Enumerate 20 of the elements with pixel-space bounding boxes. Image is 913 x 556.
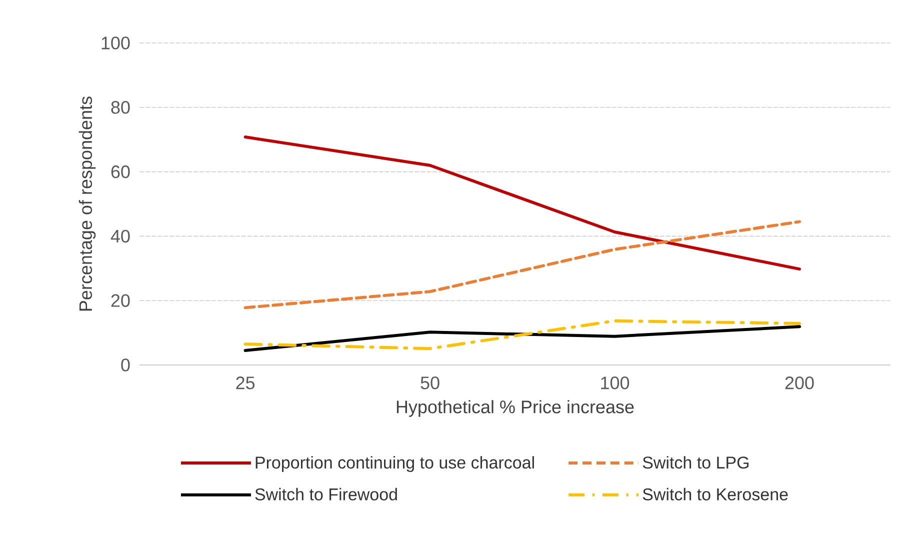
legend-label: Switch to LPG — [642, 456, 749, 469]
y-tick-label: 40 — [110, 230, 130, 243]
y-tick-label: 60 — [111, 165, 130, 178]
legend-label: Switch to Firewood — [255, 488, 397, 500]
legend-label: Switch to Kerosene — [642, 488, 788, 500]
line-series — [244, 136, 801, 271]
legend-label: Proportion continuing to use charcoal — [256, 456, 534, 472]
y-axis-title: Percentage of respondents — [78, 96, 96, 311]
x-axis-title: Hypothetical % Price increase — [396, 400, 634, 417]
line-series — [244, 325, 801, 352]
x-tick-label: 200 — [785, 376, 814, 390]
y-tick-label: 80 — [111, 101, 130, 114]
y-tick-label: 0 — [121, 358, 130, 372]
x-tick-label: 100 — [601, 376, 630, 390]
line-series — [244, 220, 801, 310]
y-tick-label: 100 — [102, 36, 130, 50]
x-tick-label: 50 — [420, 376, 440, 390]
x-tick-label: 25 — [236, 376, 255, 390]
y-tick-label: 20 — [111, 294, 130, 307]
line-series — [244, 319, 801, 350]
